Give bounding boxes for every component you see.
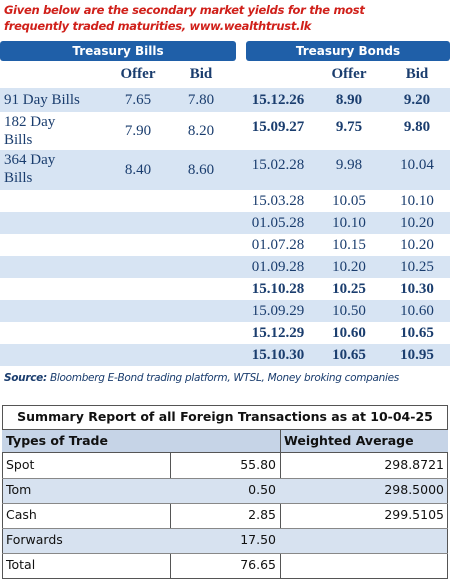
bond-offer: 9.98 bbox=[335, 157, 363, 173]
bond-maturity: 15.12.26 bbox=[251, 92, 305, 108]
bill-name: 364 Day Bills bbox=[4, 152, 56, 186]
bond-maturity: 15.10.30 bbox=[251, 347, 305, 363]
trade-type: Tom bbox=[6, 482, 32, 497]
trade-volume: 17.50 bbox=[240, 532, 276, 547]
bond-maturity: 15.02.28 bbox=[251, 157, 305, 173]
bill-bid: 8.20 bbox=[187, 123, 215, 139]
source-text: Bloomberg E-Bond trading platform, WTSL,… bbox=[50, 372, 399, 384]
trade-volume: 55.80 bbox=[240, 457, 276, 472]
bill-offer: 8.40 bbox=[124, 162, 152, 178]
bill-offer: 7.90 bbox=[124, 123, 152, 139]
bond-maturity: 15.09.27 bbox=[251, 119, 305, 135]
trade-type: Spot bbox=[6, 457, 35, 472]
weighted-average: 298.5000 bbox=[384, 482, 444, 497]
weighted-average: 299.5105 bbox=[384, 507, 444, 522]
bond-maturity: 01.09.28 bbox=[251, 259, 305, 275]
bond-bid: 9.80 bbox=[403, 119, 431, 135]
trade-volume: 2.85 bbox=[248, 507, 276, 522]
bond-bid: 10.20 bbox=[400, 215, 434, 231]
bond-maturity: 15.03.28 bbox=[251, 193, 305, 209]
source-label: Source: bbox=[4, 372, 47, 384]
summary-title: Summary Report of all Foreign Transactio… bbox=[17, 409, 433, 424]
row-stripe bbox=[0, 300, 450, 322]
bond-offer: 10.60 bbox=[332, 325, 366, 341]
trade-type: Total bbox=[6, 557, 36, 572]
summary-header-bg bbox=[2, 429, 448, 453]
row-stripe bbox=[0, 256, 450, 278]
bond-bid: 10.25 bbox=[400, 259, 434, 275]
row-stripe bbox=[0, 150, 450, 190]
bond-offer: 10.15 bbox=[332, 237, 366, 253]
bond-bid: 10.20 bbox=[400, 237, 434, 253]
bond-bid: 9.20 bbox=[403, 92, 431, 108]
bond-maturity: 15.09.29 bbox=[251, 303, 305, 319]
bond-bid: 10.30 bbox=[400, 281, 434, 297]
trade-type: Cash bbox=[6, 507, 37, 522]
weighted-average: 298.8721 bbox=[384, 457, 444, 472]
bond-bid: 10.95 bbox=[400, 347, 434, 363]
row-stripe bbox=[0, 344, 450, 366]
bill-name: 182 Day Bills bbox=[4, 114, 56, 148]
row-stripe bbox=[3, 478, 447, 503]
row-stripe bbox=[3, 528, 447, 553]
bills-title: Treasury Bills bbox=[0, 41, 236, 61]
trade-volume: 76.65 bbox=[240, 557, 276, 572]
bond-offer: 10.10 bbox=[332, 215, 366, 231]
trade-type: Forwards bbox=[6, 532, 63, 547]
bond-offer: 10.20 bbox=[332, 259, 366, 275]
row-line bbox=[2, 553, 448, 554]
bill-bid: 7.80 bbox=[187, 92, 215, 108]
row-line bbox=[2, 528, 448, 529]
bill-bid-header: Bid bbox=[189, 66, 213, 82]
bond-offer-header: Offer bbox=[331, 66, 367, 82]
bill-name: 91 Day Bills bbox=[4, 92, 80, 108]
bond-offer: 10.05 bbox=[332, 193, 366, 209]
bond-offer: 8.90 bbox=[335, 92, 363, 108]
bill-offer: 7.65 bbox=[124, 92, 152, 108]
summary-header: Types of Trade bbox=[6, 433, 108, 448]
bill-offer-header: Offer bbox=[120, 66, 156, 82]
bonds-title: Treasury Bonds bbox=[246, 41, 450, 61]
bond-maturity: 15.10.28 bbox=[251, 281, 305, 297]
bond-offer: 9.75 bbox=[335, 119, 363, 135]
heading: Given below are the secondary market yie… bbox=[4, 3, 365, 33]
bond-offer: 10.25 bbox=[332, 281, 366, 297]
trade-volume: 0.50 bbox=[248, 482, 276, 497]
bond-bid-header: Bid bbox=[405, 66, 429, 82]
bond-offer: 10.50 bbox=[332, 303, 366, 319]
bond-bid: 10.10 bbox=[400, 193, 434, 209]
row-line bbox=[2, 503, 448, 504]
summary-header: Weighted Average bbox=[284, 433, 414, 448]
bond-maturity: 15.12.29 bbox=[251, 325, 305, 341]
bond-bid: 10.04 bbox=[400, 157, 434, 173]
col-divider bbox=[170, 453, 171, 578]
row-stripe bbox=[0, 212, 450, 234]
bond-offer: 10.65 bbox=[332, 347, 366, 363]
summary-frame bbox=[2, 405, 448, 579]
bond-maturity: 01.05.28 bbox=[251, 215, 305, 231]
bond-maturity: 01.07.28 bbox=[251, 237, 305, 253]
bill-bid: 8.60 bbox=[187, 162, 215, 178]
bond-bid: 10.65 bbox=[400, 325, 434, 341]
row-line bbox=[2, 478, 448, 479]
bond-bid: 10.60 bbox=[400, 303, 434, 319]
row-stripe bbox=[0, 88, 450, 112]
